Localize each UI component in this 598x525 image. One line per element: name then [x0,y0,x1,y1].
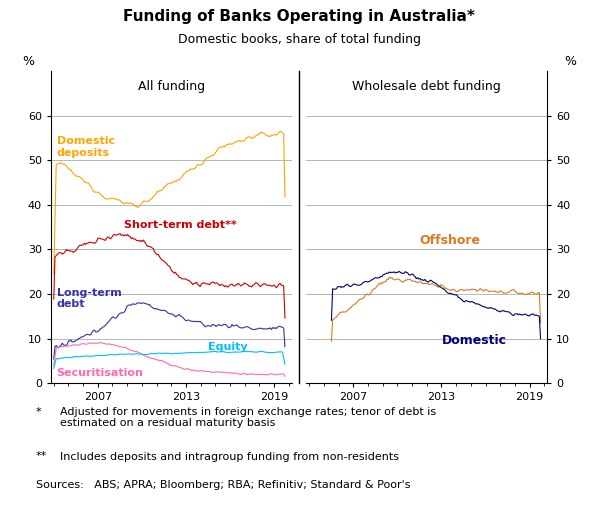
Text: Offshore: Offshore [419,234,480,247]
Text: Securitisation: Securitisation [57,369,144,379]
Text: Domestic
deposits: Domestic deposits [57,136,115,158]
Text: **: ** [36,452,47,461]
Text: %: % [22,55,34,68]
Text: All funding: All funding [138,80,205,93]
Text: Domestic books, share of total funding: Domestic books, share of total funding [178,33,420,46]
Text: Short-term debt**: Short-term debt** [124,220,237,230]
Text: Long-term
debt: Long-term debt [57,288,121,309]
Text: Sources:   ABS; APRA; Bloomberg; RBA; Refinitiv; Standard & Poor's: Sources: ABS; APRA; Bloomberg; RBA; Refi… [36,480,410,490]
Text: Adjusted for movements in foreign exchange rates; tenor of debt is
estimated on : Adjusted for movements in foreign exchan… [60,407,436,428]
Text: Includes deposits and intragroup funding from non-residents: Includes deposits and intragroup funding… [60,452,399,461]
Text: %: % [564,55,576,68]
Text: Domestic: Domestic [441,334,507,348]
Text: Wholesale debt funding: Wholesale debt funding [352,80,501,93]
Text: *: * [36,407,41,417]
Text: Funding of Banks Operating in Australia*: Funding of Banks Operating in Australia* [123,8,475,24]
Text: Equity: Equity [208,342,248,352]
